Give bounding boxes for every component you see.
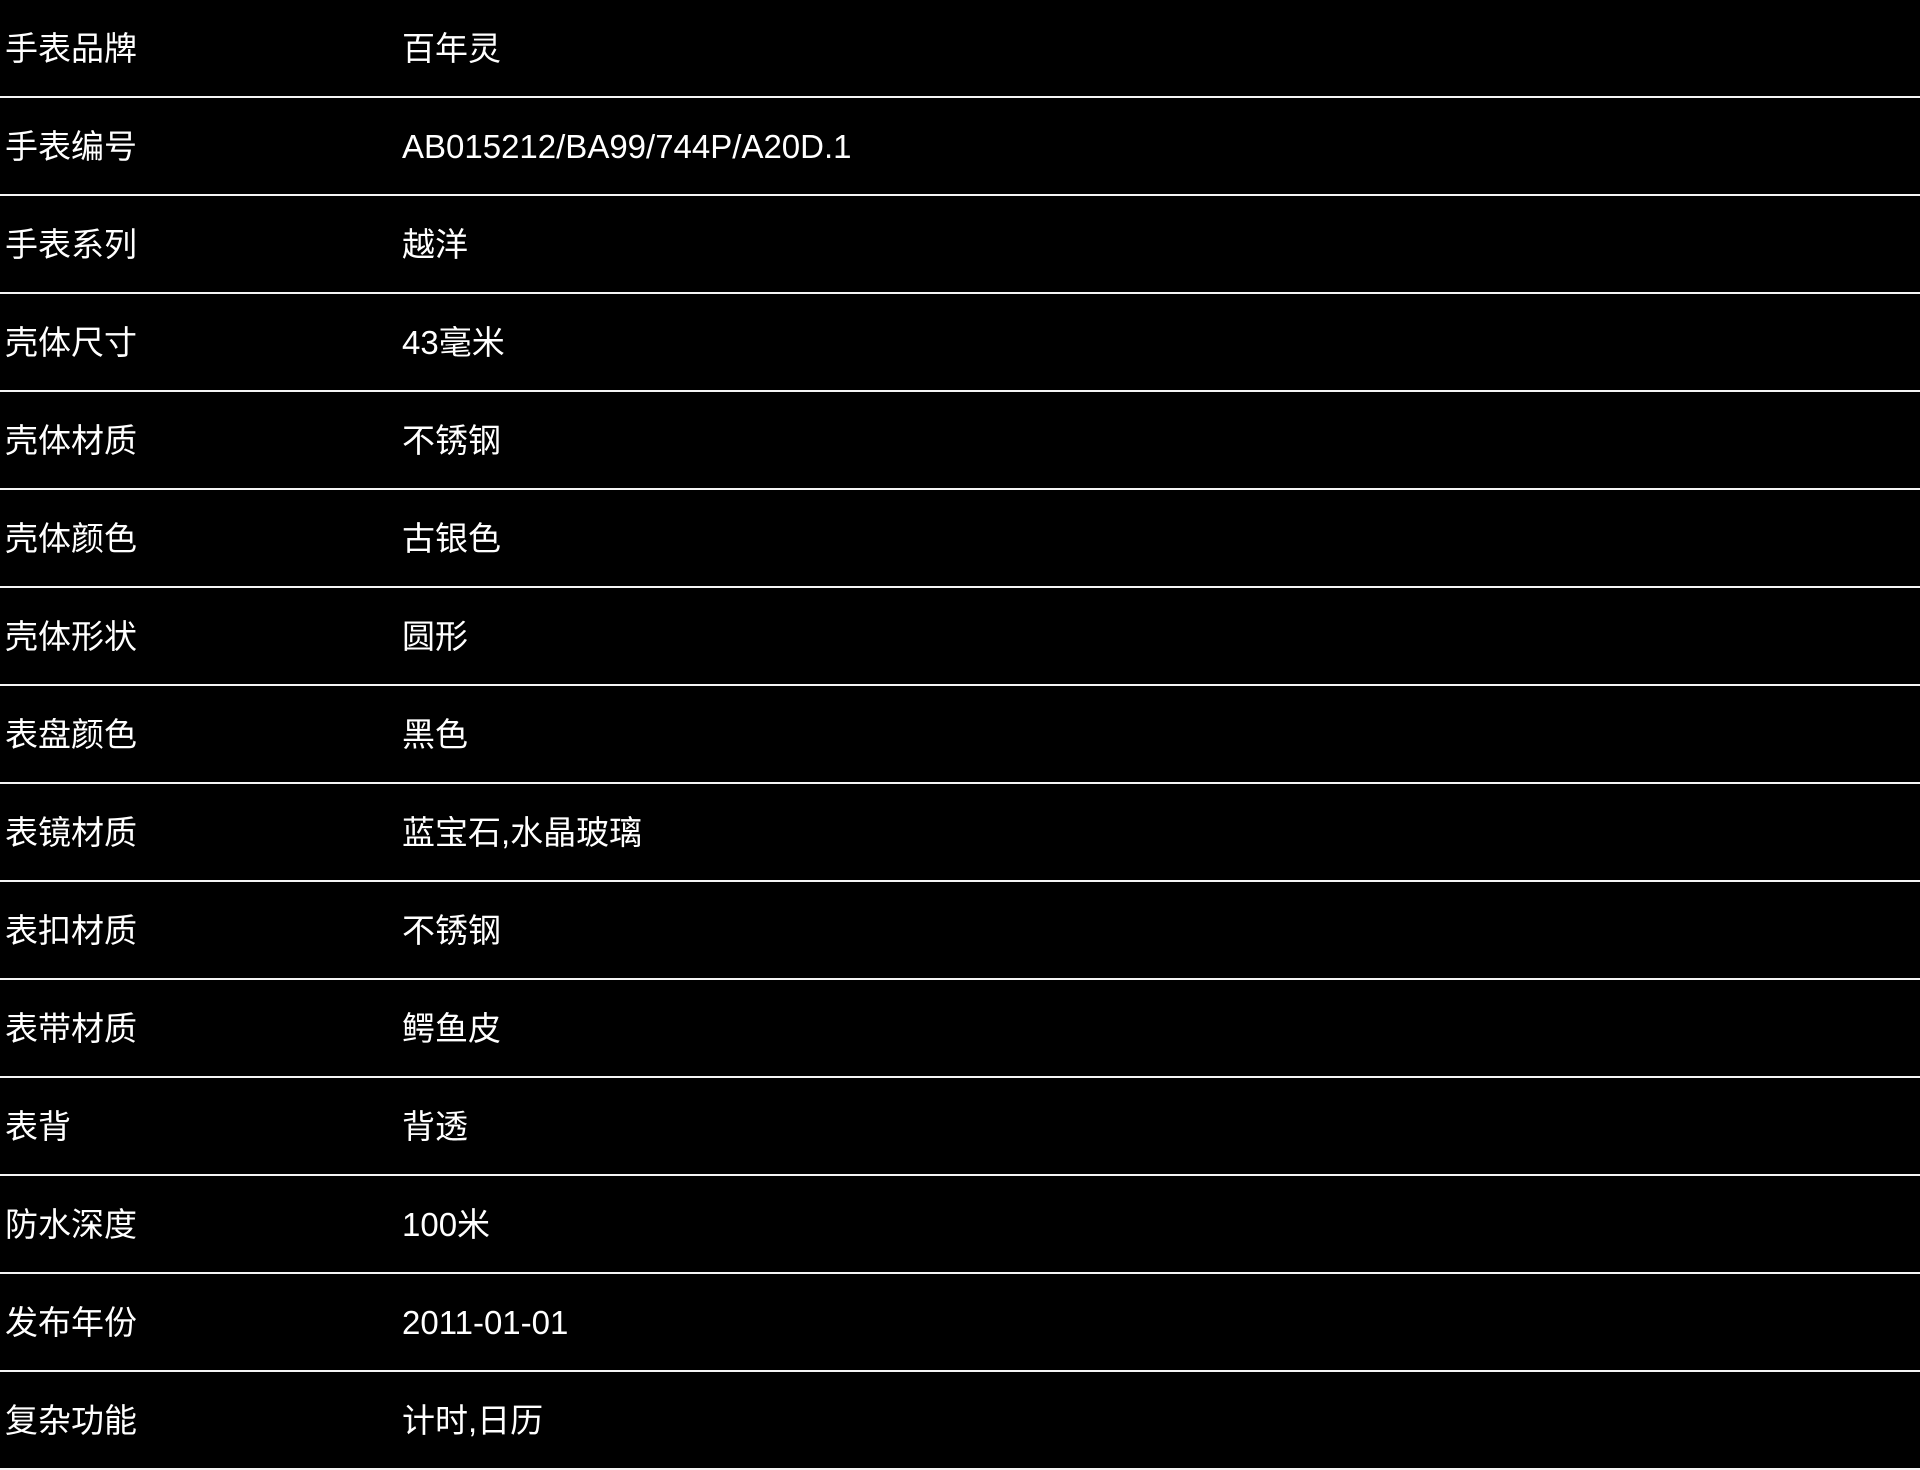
row-label: 手表编号 [5,129,137,163]
row-label: 壳体形状 [5,619,137,653]
row-value: 古银色 [402,521,501,555]
row-label: 表镜材质 [5,815,137,849]
table-row: 表扣材质 不锈钢 [0,882,1920,980]
row-label: 表带材质 [5,1011,137,1045]
row-value: 黑色 [402,717,468,751]
row-value: 计时,日历 [402,1403,544,1437]
row-label: 表背 [5,1109,71,1143]
row-value: 100米 [402,1207,491,1241]
row-label: 壳体尺寸 [5,325,137,359]
table-row: 复杂功能 计时,日历 [0,1372,1920,1470]
table-row: 手表编号 AB015212/BA99/744P/A20D.1 [0,98,1920,196]
row-value: AB015212/BA99/744P/A20D.1 [402,129,852,163]
table-row: 表镜材质 蓝宝石,水晶玻璃 [0,784,1920,882]
table-row: 表盘颜色 黑色 [0,686,1920,784]
table-row: 壳体材质 不锈钢 [0,392,1920,490]
table-row: 手表品牌 百年灵 [0,0,1920,98]
table-row: 壳体形状 圆形 [0,588,1920,686]
row-label: 手表品牌 [5,31,137,65]
row-label: 壳体颜色 [5,521,137,555]
row-label: 壳体材质 [5,423,137,457]
row-label: 发布年份 [5,1305,137,1339]
table-row: 壳体尺寸 43毫米 [0,294,1920,392]
row-value: 不锈钢 [402,913,501,947]
row-value: 圆形 [402,619,468,653]
row-label: 表盘颜色 [5,717,137,751]
table-row: 手表系列 越洋 [0,196,1920,294]
row-label: 手表系列 [5,227,137,261]
row-value: 43毫米 [402,325,505,359]
row-label: 防水深度 [5,1207,137,1241]
row-value: 越洋 [402,227,468,261]
table-row: 表背 背透 [0,1078,1920,1176]
table-row: 防水深度 100米 [0,1176,1920,1274]
row-value: 蓝宝石,水晶玻璃 [402,815,643,849]
table-row: 发布年份 2011-01-01 [0,1274,1920,1372]
table-row: 壳体颜色 古银色 [0,490,1920,588]
row-value: 鳄鱼皮 [402,1011,501,1045]
row-value: 2011-01-01 [402,1305,569,1339]
row-value: 不锈钢 [402,423,501,457]
table-row: 表带材质 鳄鱼皮 [0,980,1920,1078]
row-value: 背透 [402,1109,468,1143]
row-value: 百年灵 [402,31,501,65]
row-label: 复杂功能 [5,1403,137,1437]
row-label: 表扣材质 [5,913,137,947]
